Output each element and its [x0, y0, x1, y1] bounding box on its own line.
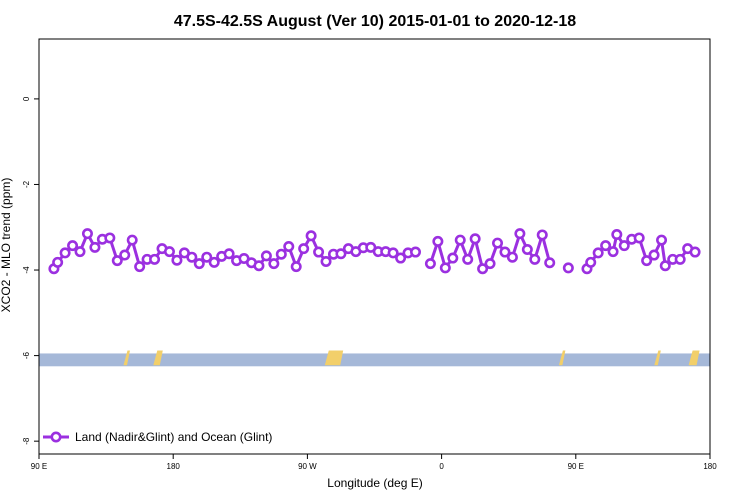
y-axis-label: XCO2 - MLO trend (ppm) [0, 178, 13, 313]
data-point [134, 261, 146, 273]
chart-title: 47.5S-42.5S August (Ver 10) 2015-01-01 t… [174, 13, 576, 30]
data-point [74, 246, 86, 258]
data-point [67, 240, 79, 252]
x-axis: 90 E 180 90 W 0 90 E 180 [31, 454, 717, 471]
data-point [89, 241, 101, 253]
data-point [477, 263, 489, 275]
data-point [544, 257, 556, 269]
data-point [454, 234, 466, 246]
data-point [611, 229, 623, 241]
x-tick-label: 90 E [31, 462, 47, 471]
highlight-mark [558, 350, 566, 366]
legend: Land (Nadir&Glint) and Ocean (Glint) [43, 430, 272, 444]
data-point [81, 228, 93, 240]
y-axis: 0 -2 -4 -6 -8 [22, 96, 39, 445]
data-point [447, 252, 459, 264]
data-point [656, 234, 668, 246]
data-point [562, 262, 574, 274]
plot-frame [38, 38, 711, 455]
data-point [298, 243, 310, 255]
data-point [193, 258, 205, 270]
x-tick-label: 180 [703, 462, 717, 471]
y-tick-label: -2 [22, 180, 31, 188]
data-point [439, 262, 451, 274]
data-point [119, 249, 131, 261]
data-point [484, 258, 496, 270]
highlight-mark [153, 350, 163, 366]
data-point [275, 248, 287, 260]
data-point [395, 252, 407, 264]
y-tick-label: -8 [22, 437, 31, 445]
data-point [201, 251, 213, 263]
data-point [52, 256, 64, 268]
data-point [268, 258, 280, 270]
data-point [59, 247, 71, 259]
data-point [659, 260, 671, 272]
data-point [499, 246, 511, 258]
data-point [529, 253, 541, 265]
sampling-band [39, 350, 710, 367]
highlight-mark [688, 350, 700, 366]
data-point [618, 240, 630, 252]
data-point [689, 246, 701, 258]
data-point [600, 240, 612, 252]
data-point [585, 256, 597, 268]
legend-label: Land (Nadir&Glint) and Ocean (Glint) [75, 430, 272, 444]
x-tick-label: 0 [439, 462, 444, 471]
data-point [320, 255, 332, 267]
data-point [290, 261, 302, 273]
data-point [492, 237, 504, 249]
x-tick-label: 90 W [298, 462, 317, 471]
data-point [633, 232, 645, 244]
data-point [410, 246, 422, 258]
data-point [506, 251, 518, 263]
data-point [521, 243, 533, 255]
data-point [432, 235, 444, 247]
highlight-mark [324, 350, 344, 366]
data-point [253, 260, 265, 272]
data-point [149, 253, 161, 265]
data-point [104, 232, 116, 244]
data-point [462, 253, 474, 265]
data-point [171, 254, 183, 266]
data-point [186, 251, 198, 263]
data-point [648, 249, 660, 261]
highlight-mark [654, 350, 661, 366]
x-tick-label: 90 E [568, 462, 584, 471]
data-point [163, 246, 175, 258]
data-point [313, 246, 325, 258]
data-point [387, 247, 399, 259]
y-tick-label: -6 [22, 351, 31, 359]
data-point [469, 233, 481, 245]
data-point [641, 255, 653, 267]
coverage-band [39, 353, 710, 367]
legend-marker [50, 431, 62, 443]
data-point [607, 246, 619, 258]
data-point [260, 250, 272, 262]
x-axis-label: Longitude (deg E) [327, 476, 422, 490]
data-point [536, 229, 548, 241]
y-tick-label: -4 [22, 266, 31, 274]
data-series [48, 228, 701, 275]
data-point [592, 247, 604, 259]
y-tick-label: 0 [22, 96, 31, 101]
data-point [111, 255, 123, 267]
highlight-mark [123, 350, 130, 366]
data-point [126, 234, 138, 246]
data-point [424, 258, 436, 270]
x-tick-label: 180 [167, 462, 181, 471]
data-point [305, 230, 317, 242]
data-point [283, 241, 295, 253]
data-point [335, 248, 347, 260]
data-point [514, 228, 526, 240]
data-point [223, 248, 235, 260]
data-point [674, 253, 686, 265]
data-point [208, 256, 220, 268]
